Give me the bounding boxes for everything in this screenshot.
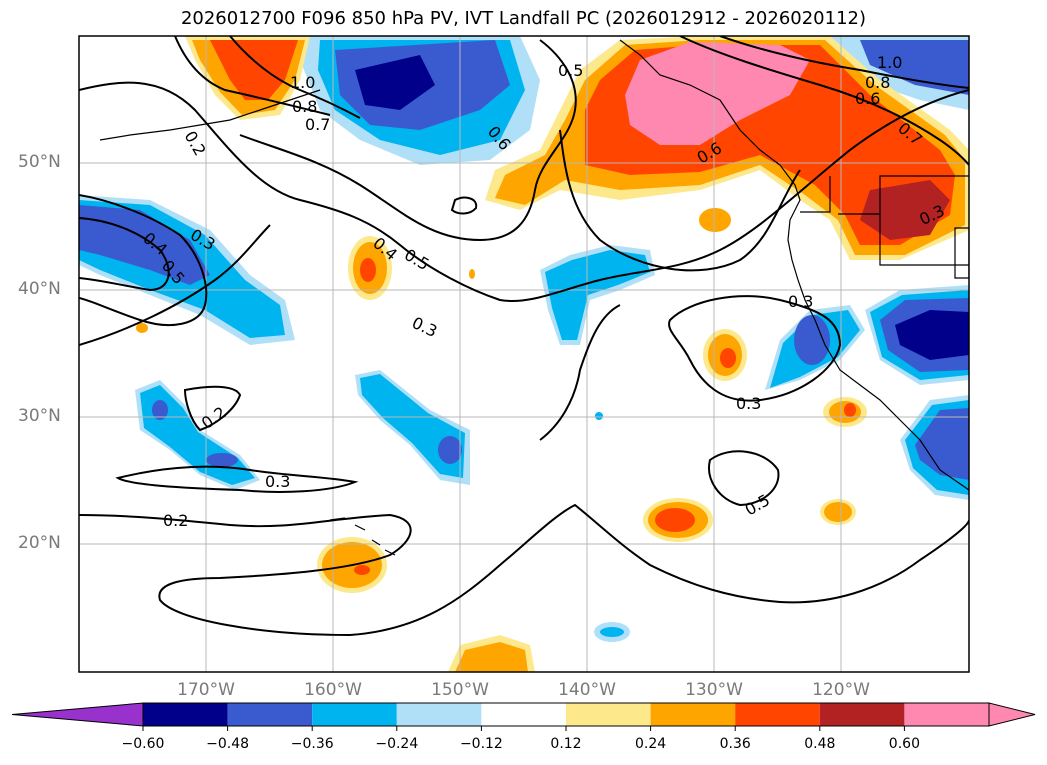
colorbar-tick-label: 0.12	[550, 736, 582, 752]
colorbar-tick-label: 0.60	[888, 736, 920, 752]
contour-12	[708, 450, 780, 507]
contour-label: 0.7	[305, 115, 330, 134]
contour-label: 0.3	[736, 394, 761, 413]
contour-17	[719, 36, 969, 89]
colorbar	[11, 702, 1036, 731]
contour-6	[115, 465, 359, 493]
colorbar-segment	[650, 703, 736, 726]
colorbar-tick-label: −0.48	[206, 736, 250, 752]
colorbar-tick-label: −0.12	[459, 736, 503, 752]
colorbar-segment	[481, 703, 566, 726]
lat-label: 40°N	[18, 279, 61, 299]
anomaly-neg-north-4	[355, 55, 435, 110]
colorbar-tick-label: −0.60	[121, 736, 165, 752]
anomaly-pos-nw-3	[210, 40, 298, 100]
contour-label: 0.3	[409, 313, 440, 341]
contour-label: 0.3	[788, 292, 813, 311]
contour-11	[668, 295, 842, 402]
contour-14	[174, 36, 331, 116]
contour-4	[79, 224, 271, 346]
contour-label: 1.0	[290, 73, 315, 92]
contour-label: 1.0	[877, 53, 902, 72]
contour-10	[559, 129, 801, 272]
lon-label: 140°W	[558, 680, 616, 700]
lat-label: 20°N	[18, 533, 61, 553]
contour-8	[450, 196, 478, 215]
lon-label: 150°W	[431, 680, 489, 700]
colorbar-segment	[312, 703, 397, 726]
colorbar-tick-label: −0.36	[290, 736, 334, 752]
colorbar-tick-label: 0.48	[804, 736, 836, 752]
colorbar-segment	[396, 703, 482, 726]
pv-contours	[79, 36, 969, 637]
colorbar-extend-right	[988, 702, 1036, 727]
colorbar-tick-label: 0.36	[719, 736, 751, 752]
contour-9	[239, 39, 577, 242]
contour-label: 0.8	[292, 97, 317, 116]
colorbar-segment	[566, 703, 651, 726]
colorbar-segment	[735, 703, 820, 726]
colorbar-segment	[143, 703, 228, 726]
contour-13	[539, 304, 621, 441]
contour-2	[79, 194, 208, 326]
anomaly-neg-west-3	[79, 205, 210, 285]
contour-label: 0.2	[163, 511, 188, 530]
gridlines	[79, 36, 969, 672]
colorbar-tick-label: −0.24	[375, 736, 419, 752]
contour-7	[183, 385, 242, 432]
contour-label: 0.5	[558, 61, 583, 80]
contour-label: 0.2	[181, 128, 210, 160]
colorbar-extend-left	[11, 702, 144, 727]
lon-label: 170°W	[177, 680, 235, 700]
contour-16	[679, 36, 969, 166]
chart-title: 2026012700 F096 850 hPa PV, IVT Landfall…	[180, 8, 867, 29]
coastline-north-america	[619, 39, 969, 491]
lon-label: 120°W	[812, 680, 870, 700]
colorbar-segment	[904, 703, 989, 726]
contour-label: 0.8	[865, 73, 890, 92]
contour-15	[229, 36, 361, 119]
colorbar-tick-label: 0.24	[635, 736, 667, 752]
lon-label: 130°W	[685, 680, 743, 700]
map-frame	[78, 35, 970, 673]
colorbar-segment	[227, 703, 313, 726]
lat-label: 50°N	[18, 152, 61, 172]
contour-3	[79, 217, 170, 292]
anomaly-neg-ne-2	[860, 40, 969, 95]
contour-label: 0.6	[855, 89, 880, 108]
lat-label: 30°N	[18, 406, 61, 426]
contour-1	[79, 81, 969, 302]
contour-label: 0.3	[265, 472, 290, 491]
lon-label: 160°W	[304, 680, 362, 700]
anomaly-pos-north-4	[860, 180, 950, 240]
anomaly-pos-spot-2	[699, 208, 731, 232]
contour-5	[79, 503, 969, 637]
colorbar-segment	[819, 703, 905, 726]
